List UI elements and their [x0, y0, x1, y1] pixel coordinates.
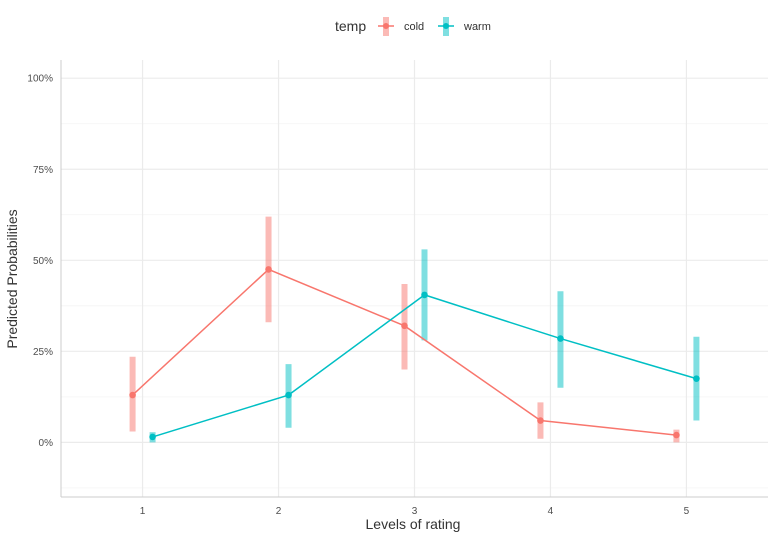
x-tick-labels: 1 2 3 4 5 — [140, 506, 690, 517]
legend-key-point — [383, 23, 389, 29]
y-tick-label: 0% — [39, 438, 54, 449]
x-tick-label: 2 — [276, 506, 282, 517]
data-point-cold — [129, 391, 136, 399]
data-point-cold — [401, 322, 408, 330]
data-point-warm — [149, 433, 156, 441]
data-points — [129, 266, 700, 441]
grid — [61, 60, 768, 497]
y-tick-label: 75% — [33, 165, 53, 176]
legend-label: warm — [463, 21, 491, 33]
data-point-warm — [285, 391, 292, 399]
legend-item-warm: warm — [438, 17, 491, 36]
y-tick-label: 50% — [33, 256, 53, 267]
x-axis-title: Levels of rating — [366, 516, 461, 532]
x-tick-label: 1 — [140, 506, 146, 517]
y-tick-labels: 0% 25% 50% 75% 100% — [27, 74, 53, 449]
data-point-cold — [673, 431, 680, 439]
legend-items: cold warm — [378, 17, 491, 36]
y-tick-label: 100% — [27, 74, 53, 85]
data-point-warm — [421, 291, 428, 299]
y-tick-label: 25% — [33, 347, 53, 358]
data-point-warm — [693, 375, 700, 382]
legend-key-point — [443, 23, 449, 29]
legend-label: cold — [404, 21, 424, 33]
data-point-warm — [557, 335, 564, 342]
x-tick-label: 3 — [412, 506, 418, 517]
legend-title: temp — [335, 18, 366, 34]
legend: temp cold warm — [335, 17, 491, 36]
y-axis-title: Predicted Probabilities — [4, 209, 20, 348]
x-tick-label: 4 — [548, 506, 554, 517]
x-tick-label: 5 — [684, 506, 690, 517]
data-point-cold — [265, 266, 272, 273]
data-point-cold — [537, 417, 544, 424]
legend-item-cold: cold — [378, 17, 424, 36]
